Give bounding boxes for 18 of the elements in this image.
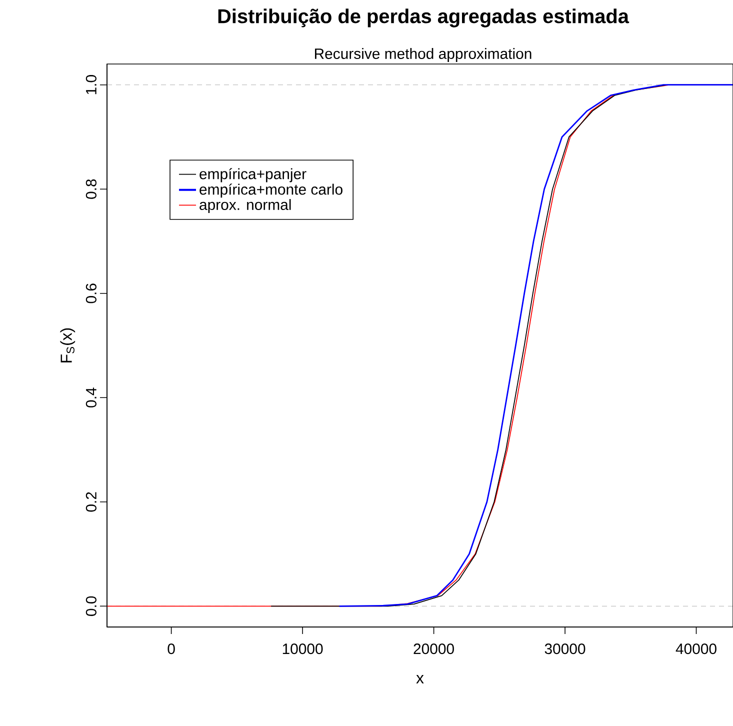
x-axis-title: x bbox=[416, 674, 424, 684]
legend-label: empírica+monte carlo bbox=[200, 184, 342, 198]
x-tick-label: 10000 bbox=[282, 644, 323, 654]
legend-label: aprox. normal bbox=[200, 199, 291, 213]
y-tick-label: 0.8 bbox=[86, 179, 96, 199]
y-tick-label: 0.2 bbox=[86, 492, 96, 512]
chart-title: Distribuição de perdas agregadas estimada bbox=[218, 8, 630, 28]
y-tick-label: 1.0 bbox=[86, 75, 96, 94]
chart-subtitle: Recursive method approximation bbox=[314, 48, 532, 62]
x-tick-label: 30000 bbox=[544, 644, 586, 654]
x-tick-label: 20000 bbox=[414, 644, 454, 654]
x-tick-label: 40000 bbox=[676, 644, 716, 654]
y-tick-label: 0.0 bbox=[86, 596, 96, 616]
y-tick-label: 0.6 bbox=[86, 284, 96, 304]
x-tick-label: 0 bbox=[168, 644, 175, 654]
legend-label: empírica+panjer bbox=[200, 168, 306, 182]
y-tick-label: 0.4 bbox=[86, 388, 96, 408]
y-axis-title: F$_{S}$(x) bbox=[60, 328, 76, 362]
